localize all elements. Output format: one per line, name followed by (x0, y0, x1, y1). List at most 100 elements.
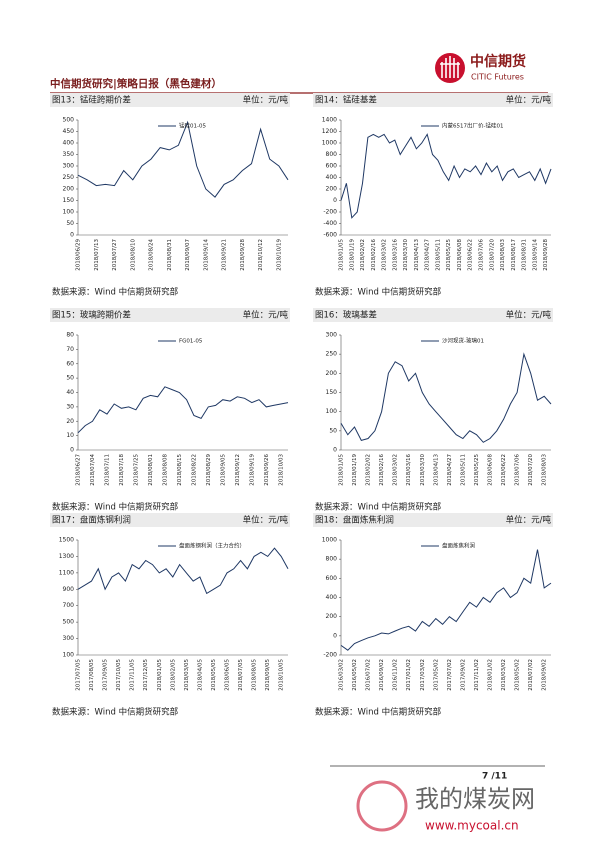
y-tick-label: 600 (326, 575, 338, 582)
y-tick-label: 1300 (59, 553, 74, 560)
x-tick-label: 2018/08/15 (177, 454, 183, 486)
x-tick-label: 2018/05/25 (474, 454, 480, 486)
x-tick-label: 2018/08/01 (148, 454, 154, 486)
x-tick-label: 2017/01/02 (406, 659, 412, 691)
x-tick-label: 2018/08/10 (130, 239, 136, 271)
figure-unit: 单位：元/吨 (243, 95, 289, 106)
x-tick-label: 2018/08/03 (500, 239, 506, 271)
y-tick-label: 300 (63, 635, 75, 642)
x-tick-label: 2018/09/14 (532, 239, 538, 271)
x-tick-label: 2018/07/25 (133, 454, 139, 486)
x-tick-label: 2018/08/22 (191, 454, 197, 486)
x-tick-label: 2018/03/30 (420, 454, 426, 486)
y-tick-label: 1100 (59, 569, 74, 576)
x-tick-label: 2017/05/02 (433, 659, 439, 691)
figure-title: 图13：锰硅跨期价差 (52, 95, 131, 106)
legend-label: 内蒙6517出厂价-锰硅01 (442, 122, 503, 130)
y-tick-label: 0 (70, 232, 74, 239)
x-tick-label: 2018/09/28 (543, 239, 549, 271)
x-tick-label: 2018/08/17 (511, 239, 517, 271)
series-line (340, 549, 552, 651)
x-tick-label: 2018/01/05 (157, 659, 163, 691)
x-tick-label: 2018/07/05 (238, 659, 244, 691)
x-tick-label: 2016/07/02 (366, 659, 372, 691)
x-tick-label: 2018/07/13 (94, 239, 100, 271)
y-tick-label: 300 (63, 163, 75, 170)
figure-source: 数据来源：Wind 中信期货研究部 (52, 502, 179, 513)
x-tick-label: 2018/07/27 (112, 239, 118, 271)
x-tick-label: 2018/07/02 (528, 659, 534, 691)
x-tick-label: 2017/11/05 (130, 659, 136, 691)
watermark-cn: 我的煤炭网 (415, 785, 535, 813)
series-line (77, 386, 289, 434)
x-tick-label: 2018/02/02 (366, 454, 372, 486)
x-tick-label: 2017/07/05 (76, 659, 82, 691)
y-tick-label: 200 (326, 186, 338, 193)
x-tick-label: 2016/03/02 (339, 659, 345, 691)
y-tick-label: 60 (66, 360, 74, 367)
figure-unit: 单位：元/吨 (506, 95, 552, 106)
x-tick-label: 2018/05/11 (435, 239, 441, 271)
x-tick-label: 2018/09/05 (265, 659, 271, 691)
x-tick-label: 2018/05/25 (446, 239, 452, 271)
y-tick-label: 50 (329, 427, 337, 434)
x-tick-label: 2018/04/13 (433, 454, 439, 486)
x-tick-label: 2017/08/05 (89, 659, 95, 691)
series-line (77, 120, 289, 198)
y-tick-label: 700 (63, 602, 75, 609)
y-tick-label: 200 (326, 370, 338, 377)
y-tick-label: 1400 (322, 117, 337, 124)
y-tick-label: -600 (323, 232, 337, 239)
y-tick-label: 1500 (59, 537, 74, 544)
x-tick-label: 2018/02/02 (360, 239, 366, 271)
page-number: 7 /11 (482, 772, 507, 782)
x-tick-label: 2018/06/08 (457, 239, 463, 271)
figure-title: 图16：玻璃基差 (315, 310, 377, 321)
y-tick-label: 1000 (322, 140, 337, 147)
x-tick-label: 2018/08/31 (522, 239, 528, 271)
x-tick-label: 2018/07/04 (90, 454, 96, 486)
x-tick-label: 2018/03/02 (382, 239, 388, 271)
y-tick-label: 70 (66, 346, 74, 353)
y-tick-label: -400 (323, 220, 337, 227)
y-tick-label: 50 (66, 375, 74, 382)
y-tick-label: 800 (326, 556, 338, 563)
y-tick-label: 800 (326, 151, 338, 158)
series-line (340, 352, 552, 443)
figure-source: 数据来源：Wind 中信期货研究部 (52, 287, 179, 298)
y-tick-label: 10 (66, 432, 74, 439)
legend-label: 盘面炼焦利润 (442, 542, 476, 550)
x-tick-label: 2016/11/02 (393, 659, 399, 691)
x-tick-label: 2016/05/02 (352, 659, 358, 691)
y-tick-label: -200 (323, 209, 337, 216)
x-tick-label: 2018/04/13 (414, 239, 420, 271)
y-tick-label: 250 (326, 351, 338, 358)
x-tick-label: 2018/09/05 (220, 454, 226, 486)
y-tick-label: 80 (66, 332, 74, 339)
x-tick-label: 2018/04/05 (197, 659, 203, 691)
figure-title: 图18：盘面炼焦利润 (315, 515, 394, 526)
figure-unit: 单位：元/吨 (243, 310, 289, 321)
x-tick-label: 2018/10/03 (278, 454, 284, 486)
x-tick-label: 2018/08/31 (167, 239, 173, 271)
figure-source: 数据来源：Wind 中信期货研究部 (52, 707, 179, 718)
y-tick-label: 30 (66, 403, 74, 410)
x-tick-label: 2018/07/20 (489, 239, 495, 271)
x-tick-label: 2018/09/12 (235, 454, 241, 486)
x-tick-label: 2018/10/19 (276, 239, 282, 271)
x-tick-label: 2018/07/20 (528, 454, 534, 486)
x-tick-label: 2017/09/05 (103, 659, 109, 691)
y-tick-label: 600 (326, 163, 338, 170)
x-tick-label: 2018/02/16 (379, 454, 385, 486)
x-tick-label: 2018/05/11 (460, 454, 466, 486)
figure-title-bar (313, 513, 553, 527)
x-tick-label: 2018/08/05 (252, 659, 258, 691)
x-tick-label: 2018/09/02 (542, 659, 548, 691)
y-tick-label: 1000 (322, 537, 337, 544)
y-tick-label: 900 (63, 586, 75, 593)
figure-source: 数据来源：Wind 中信期货研究部 (315, 707, 442, 718)
logo-emblem (440, 56, 460, 78)
y-tick-label: 150 (63, 197, 75, 204)
figure-title-bar (313, 308, 553, 322)
figure-title: 图17：盘面炼钢利润 (52, 515, 131, 526)
